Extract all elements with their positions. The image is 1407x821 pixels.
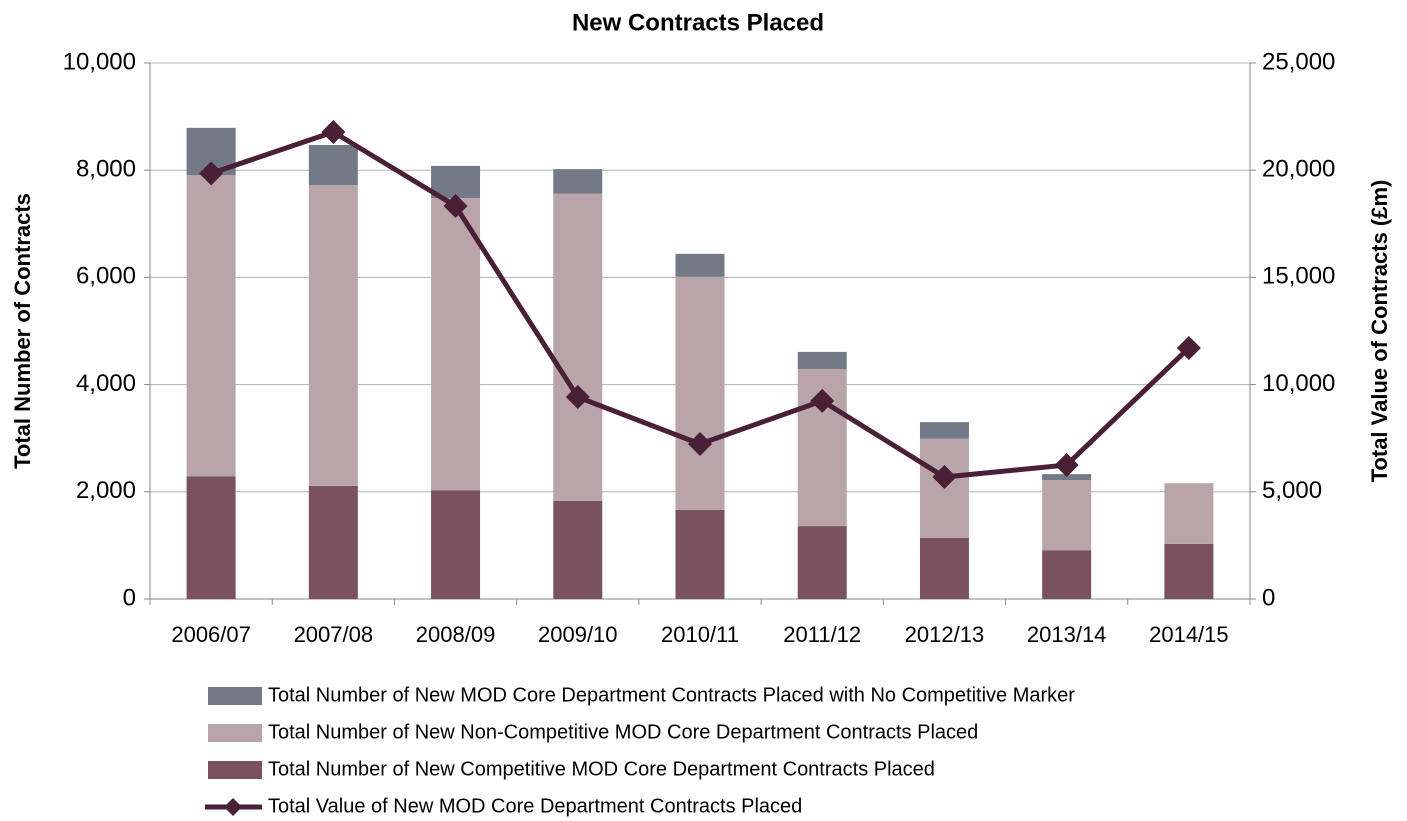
y2-tick-label: 20,000 [1262,156,1335,183]
legend-swatch [208,724,262,742]
line-marker [443,194,468,219]
bar-segment [553,500,603,599]
y2-tick-label: 10,000 [1262,370,1335,397]
x-tick-label: 2007/08 [294,622,374,647]
bar-segment [308,185,358,486]
bar-segment [553,169,603,194]
x-tick-label: 2011/12 [783,622,861,647]
bar-segment [186,175,236,477]
bar-segment [553,193,603,501]
y-axis-label: Total Number of Contracts [10,193,35,469]
y2-tick-label: 0 [1262,584,1275,611]
y-tick-label: 0 [123,584,136,611]
legend-label: Total Number of New MOD Core Department … [268,684,1075,706]
line-marker [810,388,835,413]
y2-tick-label: 15,000 [1262,263,1335,290]
y2-tick-label: 25,000 [1262,48,1335,75]
line-marker [199,161,224,186]
legend-label: Total Value of New MOD Core Department C… [268,795,802,817]
y2-axis-label: Total Value of Contracts (£m) [1367,180,1392,483]
legend-swatch [208,761,262,779]
x-tick-label: 2010/11 [661,622,739,647]
line-marker [688,431,712,456]
line-marker [1176,335,1201,360]
bar-segment [797,351,847,370]
legend-label: Total Number of New Non-Competitive MOD … [268,721,978,743]
bar-segment [186,476,236,599]
bar-segment [797,526,847,599]
bar-segment [431,198,481,491]
x-tick-label: 2009/10 [538,622,618,647]
y2-tick-label: 5,000 [1262,477,1322,504]
y-tick-label: 6,000 [76,263,136,290]
x-tick-label: 2008/09 [416,622,496,647]
line-marker [565,385,590,410]
bar-segment [675,276,725,511]
y-tick-label: 4,000 [76,370,136,397]
bar-segment [1164,483,1214,544]
bar-segment [919,422,969,439]
y-tick-label: 2,000 [76,477,136,504]
bar-segment [675,510,725,599]
y-tick-label: 8,000 [76,156,136,183]
x-tick-label: 2012/13 [905,622,985,647]
line-marker [321,120,346,145]
bar-segment [308,145,358,186]
bar-segment [431,165,481,199]
legend-marker [224,798,242,816]
y-tick-label: 10,000 [63,48,136,75]
x-tick-label: 2014/15 [1149,622,1229,647]
bar-segment [919,537,969,599]
legend-swatch [208,687,262,705]
line-marker [1054,453,1079,477]
bar-segment [675,253,725,277]
legend-label: Total Number of New Competitive MOD Core… [268,758,935,780]
bar-segment [1164,543,1214,599]
line-marker [932,465,957,490]
bar-segment [1042,474,1092,481]
bar-segment [431,490,481,599]
bar-segment [308,485,358,599]
bar-segment [1042,550,1092,599]
x-tick-label: 2013/14 [1027,622,1107,647]
x-tick-label: 2006/07 [171,622,251,647]
bar-segment [1042,480,1092,551]
chart-title: New Contracts Placed [572,9,824,36]
